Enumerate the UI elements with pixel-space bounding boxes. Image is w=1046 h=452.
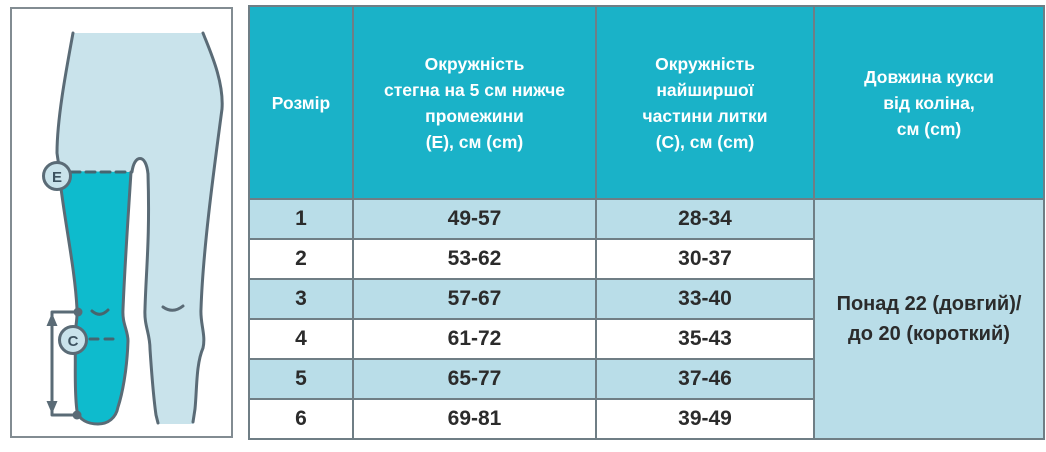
marker-e-label: E: [52, 169, 62, 186]
table-row: 2 53-62 30-37: [248, 238, 1044, 280]
thigh-range-cell: 61-72: [352, 318, 597, 360]
size-table: Розмір Окружність стегна на 5 см нижче п…: [248, 5, 1045, 440]
marker-e-circle: [42, 161, 72, 191]
calf-range-cell: 35-43: [595, 318, 815, 360]
thigh-range-cell: 49-57: [352, 198, 597, 240]
size-cell: 1: [248, 198, 354, 240]
marker-c-circle: [58, 325, 88, 355]
stump-length-bracket: [50, 310, 80, 417]
knee-point-dot: [73, 307, 83, 317]
calf-range-cell: 30-37: [595, 238, 815, 280]
calf-range-cell: 28-34: [595, 198, 815, 240]
marker-e: E: [42, 161, 72, 191]
legs-body-shape: [57, 33, 223, 424]
residual-limb-highlight: [59, 171, 131, 424]
arrow-up-icon: [46, 313, 58, 326]
thigh-range-cell: 69-81: [352, 398, 597, 440]
size-cell: 6: [248, 398, 354, 440]
table-row: 1 49-57 28-34 Понад 22 (довгий)/ до 20 (…: [248, 198, 1045, 440]
arrow-down-icon: [46, 401, 58, 414]
right-leg-inner-outline: [143, 172, 160, 425]
calf-range-cell: 39-49: [595, 398, 815, 440]
thigh-range-cell: 53-62: [352, 238, 597, 280]
stump-length-cell: Понад 22 (довгий)/ до 20 (короткий): [813, 198, 1045, 440]
thigh-range-cell: 65-77: [352, 358, 597, 400]
size-cell: 5: [248, 358, 354, 400]
col-header-size: Розмір: [248, 5, 354, 200]
table-row: 6 69-81 39-49: [248, 398, 1044, 440]
calf-range-cell: 37-46: [595, 358, 815, 400]
col-header-thigh-circumference: Окружність стегна на 5 см нижче промежин…: [352, 5, 597, 200]
legs-illustration: E C: [42, 31, 224, 426]
right-leg-outer-outline: [191, 31, 224, 424]
crotch-outline: [130, 157, 150, 176]
header-row: Розмір Окружність стегна на 5 см нижче п…: [248, 5, 1045, 200]
size-cell: 4: [248, 318, 354, 360]
leg-measurement-diagram: E C: [10, 7, 233, 438]
calf-range-cell: 33-40: [595, 278, 815, 320]
table-row: 5 65-77 37-46: [248, 358, 1044, 400]
table-row: 3 57-67 33-40: [248, 278, 1044, 320]
size-cell: 2: [248, 238, 354, 280]
marker-c-label: C: [68, 333, 79, 350]
left-knee-mark: [90, 308, 110, 316]
stump-end-dot: [72, 410, 82, 420]
col-header-stump-length: Довжина кукси від коліна, см (cm): [813, 5, 1045, 200]
bracket-markers: [46, 307, 83, 420]
thigh-range-cell: 57-67: [352, 278, 597, 320]
right-knee-mark: [161, 304, 185, 312]
table-row: 4 61-72 35-43: [248, 318, 1044, 360]
marker-c: C: [58, 325, 88, 355]
col-header-calf-circumference: Окружність найширшої частини литки (С), …: [595, 5, 815, 200]
size-cell: 3: [248, 278, 354, 320]
